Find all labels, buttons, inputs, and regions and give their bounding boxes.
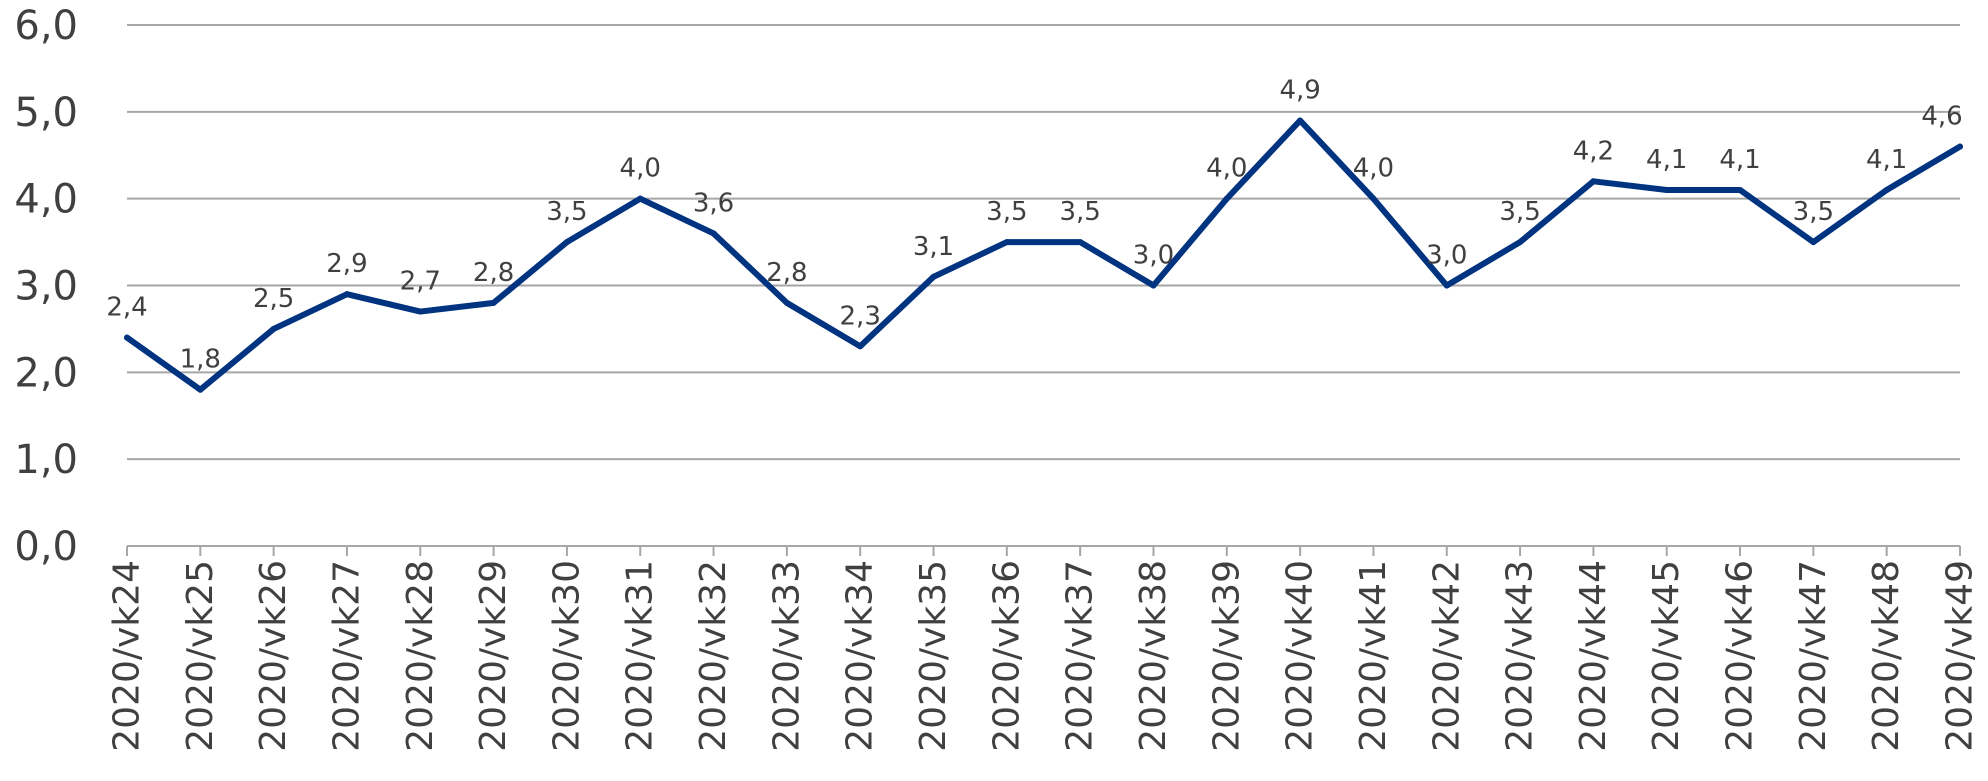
- data-label: 4,6: [1921, 102, 1962, 132]
- data-label: 3,5: [546, 197, 587, 227]
- x-tick-label: 2020/vk45: [1646, 560, 1687, 752]
- x-tick-label: 2020/vk49: [1940, 560, 1981, 752]
- data-label: 3,5: [1793, 197, 1834, 227]
- data-point: [1077, 239, 1084, 246]
- x-tick-label: 2020/vk41: [1353, 560, 1394, 752]
- y-tick-label: 5,0: [14, 90, 78, 136]
- data-point: [124, 334, 130, 341]
- x-tick-label: 2020/vk37: [1060, 560, 1101, 752]
- y-tick-label: 2,0: [14, 350, 78, 396]
- data-label: 2,4: [106, 293, 147, 323]
- data-label: 4,0: [620, 154, 661, 184]
- data-label: 2,9: [326, 249, 367, 279]
- data-label: 3,6: [693, 188, 734, 218]
- y-tick-label: 3,0: [14, 264, 78, 310]
- x-tick-label: 2020/vk44: [1573, 560, 1614, 752]
- data-point: [1663, 186, 1670, 193]
- x-tick-label: 2020/vk25: [180, 560, 221, 752]
- x-tick-label: 2020/vk30: [546, 560, 587, 752]
- data-label: 3,5: [1499, 197, 1540, 227]
- x-tick-label: 2020/vk39: [1206, 560, 1247, 752]
- x-tick-label: 2020/vk38: [1133, 560, 1174, 752]
- x-tick-label: 2020/vk35: [913, 560, 954, 752]
- x-tick-label: 2020/vk27: [326, 560, 367, 752]
- data-label: 4,0: [1206, 154, 1247, 184]
- gridlines: [127, 24, 1960, 461]
- x-tick-label: 2020/vk29: [473, 560, 514, 752]
- data-label: 4,2: [1573, 136, 1614, 166]
- data-point: [1883, 186, 1890, 193]
- x-tick-label: 2020/vk46: [1720, 560, 1761, 752]
- x-tick-label: 2020/vk43: [1500, 560, 1541, 752]
- data-label: 3,0: [1133, 241, 1174, 271]
- data-point: [417, 308, 424, 315]
- data-label: 3,0: [1426, 241, 1467, 271]
- x-tick-label: 2020/vk42: [1426, 560, 1467, 752]
- x-tick-label: 2020/vk28: [400, 560, 441, 752]
- data-label: 4,1: [1646, 145, 1687, 175]
- data-point: [563, 239, 570, 246]
- data-point: [857, 343, 864, 350]
- data-point: [710, 230, 717, 237]
- x-tick-label: 2020/vk26: [253, 560, 294, 752]
- y-tick-label: 1,0: [14, 437, 78, 483]
- data-point: [1810, 239, 1817, 246]
- data-point: [490, 299, 497, 306]
- x-axis: [126, 545, 1961, 556]
- data-label: 2,5: [253, 284, 294, 314]
- data-point: [1370, 195, 1377, 202]
- data-point: [197, 386, 204, 393]
- series-line: [124, 117, 1963, 393]
- data-point: [783, 299, 790, 306]
- data-point: [343, 291, 350, 298]
- data-point: [1957, 143, 1963, 150]
- data-point: [637, 195, 644, 202]
- x-tick-label: 2020/vk33: [766, 560, 807, 752]
- data-label: 4,1: [1719, 145, 1760, 175]
- x-tick-label: 2020/vk34: [840, 560, 881, 752]
- data-point: [1150, 282, 1157, 289]
- data-labels: 2,4 1,8 2,5 2,9 2,7 2,8 3,5 4,0 3,6 2,8 2,3 3,1 3,5 3…: [106, 76, 1962, 375]
- data-point: [1517, 239, 1524, 246]
- data-point: [930, 273, 937, 280]
- data-label: 3,5: [986, 197, 1027, 227]
- data-label: 4,0: [1353, 154, 1394, 184]
- x-tick-label: 2020/vk40: [1280, 560, 1321, 752]
- data-label: 3,1: [913, 232, 954, 262]
- y-tick-label: 0,0: [14, 524, 78, 570]
- x-tick-label: 2020/vk31: [620, 560, 661, 752]
- x-tick-label: 2020/vk32: [693, 560, 734, 752]
- data-point: [1223, 195, 1230, 202]
- data-label: 3,5: [1059, 197, 1100, 227]
- data-points: [124, 117, 1963, 393]
- data-point: [270, 325, 277, 332]
- data-label: 1,8: [180, 345, 221, 375]
- data-point: [1737, 186, 1744, 193]
- data-point: [1590, 178, 1597, 185]
- data-label: 2,3: [840, 301, 881, 331]
- data-label: 2,8: [766, 258, 807, 288]
- x-tick-label: 2020/vk24: [107, 560, 148, 752]
- x-tick-label: 2020/vk47: [1793, 560, 1834, 752]
- data-label: 4,9: [1279, 76, 1320, 106]
- data-point: [1297, 117, 1304, 124]
- data-point: [1443, 282, 1450, 289]
- y-axis-ticks: 0,0 1,0 2,0 3,0 4,0 5,0 6,0: [14, 3, 78, 570]
- x-tick-label: 2020/vk48: [1866, 560, 1907, 752]
- data-label: 4,1: [1866, 145, 1907, 175]
- data-label: 2,8: [473, 258, 514, 288]
- data-label: 2,7: [400, 267, 441, 297]
- x-axis-labels: 2020/vk24 2020/vk25 2020/vk26 2020/vk27 2020…: [107, 560, 1981, 752]
- y-tick-label: 6,0: [14, 3, 78, 49]
- data-point: [1003, 239, 1010, 246]
- y-tick-label: 4,0: [14, 177, 78, 223]
- x-tick-label: 2020/vk36: [986, 560, 1027, 752]
